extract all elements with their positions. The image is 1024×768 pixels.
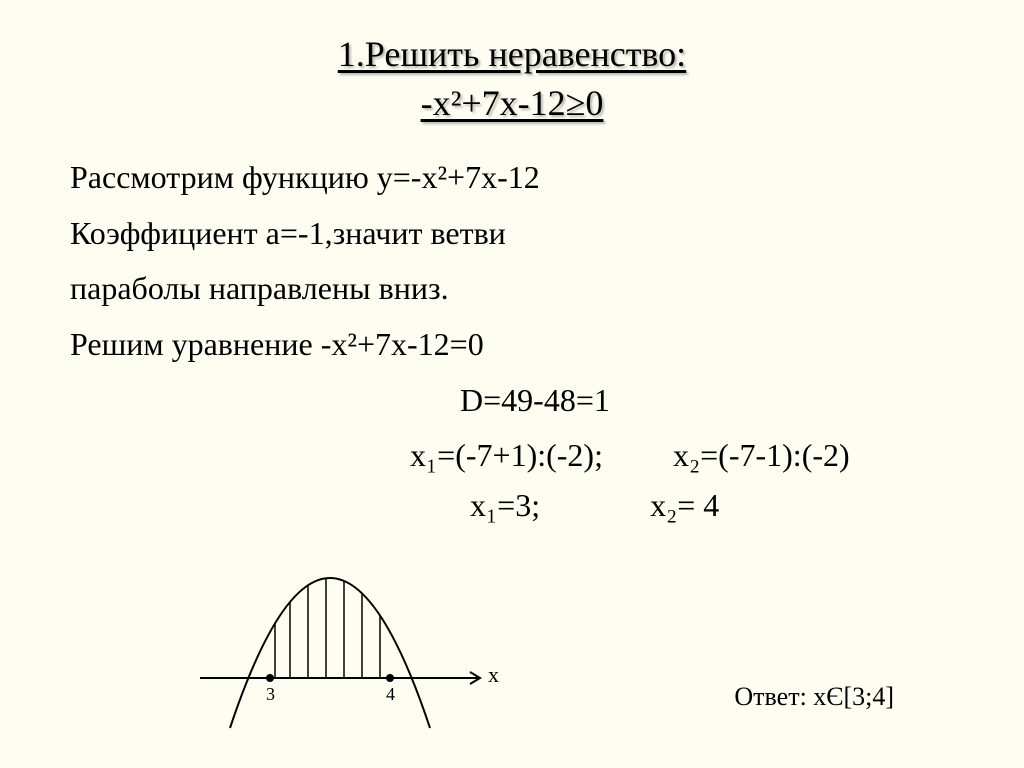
root2-label: 4 bbox=[386, 684, 395, 705]
body-line-4: Решим уравнение -х²+7х-12=0 bbox=[70, 320, 954, 370]
answer-text: Ответ: хЄ[3;4] bbox=[734, 682, 894, 712]
x1-expression: х₁=(-7+1):(-2); bbox=[410, 431, 603, 481]
x2-expression: х₂=(-7-1):(-2) bbox=[673, 431, 850, 481]
title-line-1: 1.Решить неравенство: bbox=[338, 34, 686, 74]
roots-expressions: х₁=(-7+1):(-2); х₂=(-7-1):(-2) bbox=[70, 431, 954, 481]
body-line-3: параболы направлены вниз. bbox=[70, 264, 954, 314]
slide-body: Рассмотрим функцию у=-х²+7х-12 Коэффицие… bbox=[70, 153, 954, 530]
x1-value: х₁=3; bbox=[470, 481, 540, 531]
body-line-2: Коэффициент а=-1,значит ветви bbox=[70, 209, 954, 259]
discriminant-line: D=49-48=1 bbox=[70, 376, 954, 426]
root1-label: 3 bbox=[266, 684, 275, 705]
x2-value: х₂= 4 bbox=[650, 481, 719, 531]
roots-values: х₁=3; х₂= 4 bbox=[70, 481, 954, 531]
title-line-2: -х²+7х-12≥0 bbox=[421, 83, 604, 123]
body-line-1: Рассмотрим функцию у=-х²+7х-12 bbox=[70, 153, 954, 203]
parabola-diagram: 3 4 х bbox=[200, 558, 500, 738]
axis-variable-label: х bbox=[488, 662, 499, 688]
slide-title: 1.Решить неравенство: -х²+7х-12≥0 bbox=[70, 30, 954, 127]
parabola-svg bbox=[200, 558, 500, 738]
